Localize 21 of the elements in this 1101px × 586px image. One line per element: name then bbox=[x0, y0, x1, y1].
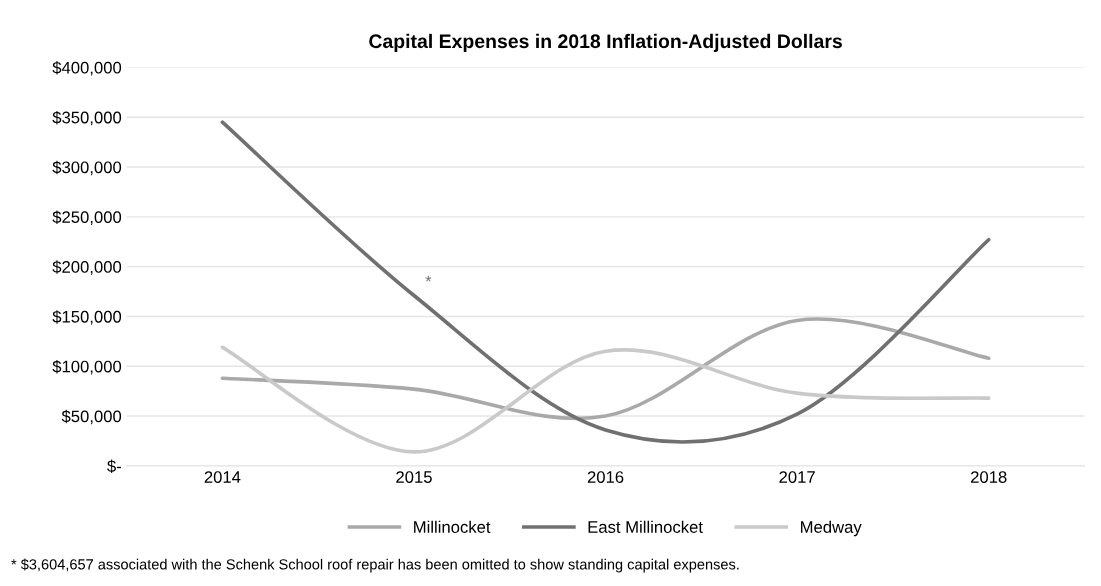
y-tick-label: $250,000 bbox=[52, 210, 122, 225]
y-tick-label: $200,000 bbox=[52, 260, 122, 275]
y-tick-label: $400,000 bbox=[52, 61, 122, 76]
y-tick-label: $300,000 bbox=[52, 160, 122, 176]
x-tick-label: 2017 bbox=[779, 471, 815, 483]
x-tick-label: 2014 bbox=[204, 471, 241, 483]
legend-label: Medway bbox=[801, 520, 862, 537]
legend-label: Millinocket bbox=[414, 520, 491, 533]
y-tick-label: $150,000 bbox=[52, 310, 122, 325]
y-tick-label: $350,000 bbox=[52, 110, 122, 126]
y-tick-label: $50,000 bbox=[61, 409, 122, 425]
x-tick-label: 2015 bbox=[396, 471, 432, 483]
chart-title: Capital Expenses in 2018 Inflation-Adjusted Dollars bbox=[369, 33, 842, 52]
text: * $3,604,657 associated with the Schenk School roof repair has been omitted to show standing capital expenses. bbox=[11, 558, 739, 573]
x-tick-label: 2018 bbox=[971, 471, 1007, 483]
y-tick-label: $100,000 bbox=[52, 359, 122, 375]
annotation: * bbox=[425, 275, 432, 282]
line-series bbox=[220, 345, 991, 454]
x-tick-label: 2016 bbox=[587, 471, 624, 483]
legend-label: East Millinocket bbox=[588, 520, 703, 533]
y-tick-label: $- bbox=[107, 459, 122, 474]
